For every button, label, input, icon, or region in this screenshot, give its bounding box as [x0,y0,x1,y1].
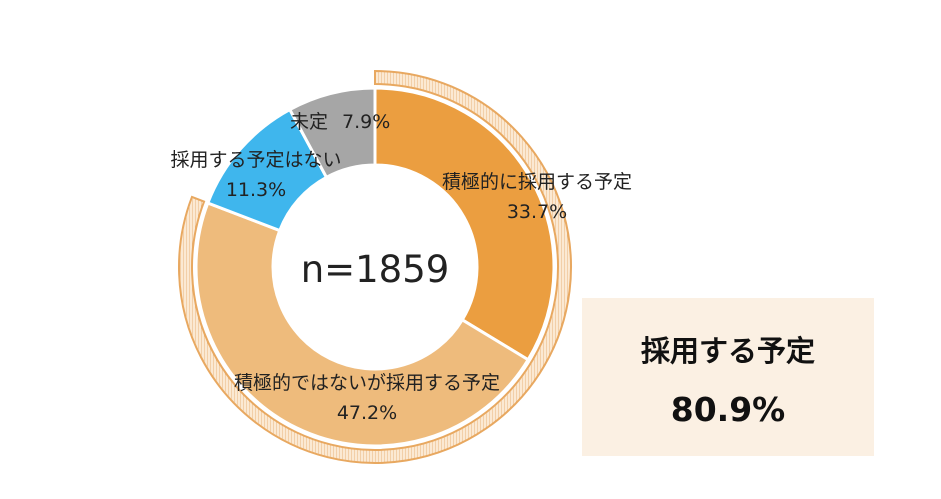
highlight-ring [178,69,572,464]
summary-label: 採用する予定 [640,334,815,368]
donut-slice-2 [194,201,531,448]
highlight-ring-arc [178,69,572,464]
slice-value-1: 33.7% [507,201,567,223]
donut-slice-1 [373,86,556,362]
total-count-label: n=1859 [301,248,450,291]
slice-label-4: 未定 [290,111,328,133]
slice-label-1: 積極的に採用する予定 [442,171,632,193]
summary-box: 採用する予定 80.9% [582,298,874,456]
donut-slice-4 [287,86,377,180]
donut-slices [194,86,556,448]
slice-value-3: 11.3% [226,179,286,201]
slice-value-2: 47.2% [337,402,397,424]
slice-label-3: 採用する予定はない [170,149,341,171]
slice-label-2: 積極的ではないが採用する予定 [234,372,500,394]
summary-value: 80.9% [670,390,786,429]
slice-value-4: 7.9% [342,111,390,133]
slice-labels: 積極的に採用する予定 33.7% 積極的ではないが採用する予定 47.2% 採用する予定… [170,111,632,424]
